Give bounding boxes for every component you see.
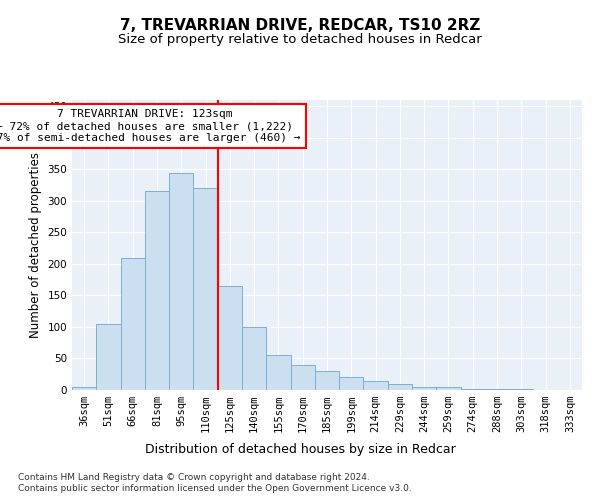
Bar	[96, 324, 121, 390]
Text: 7, TREVARRIAN DRIVE, REDCAR, TS10 2RZ: 7, TREVARRIAN DRIVE, REDCAR, TS10 2RZ	[120, 18, 480, 32]
Bar	[145, 192, 169, 390]
Bar	[266, 356, 290, 390]
Bar	[412, 387, 436, 390]
Text: Contains HM Land Registry data © Crown copyright and database right 2024.: Contains HM Land Registry data © Crown c…	[18, 472, 370, 482]
Bar	[364, 381, 388, 390]
Bar	[121, 258, 145, 390]
Bar	[72, 387, 96, 390]
Bar	[436, 387, 461, 390]
Text: Distribution of detached houses by size in Redcar: Distribution of detached houses by size …	[145, 442, 455, 456]
Bar	[290, 365, 315, 390]
Bar	[193, 188, 218, 390]
Y-axis label: Number of detached properties: Number of detached properties	[29, 152, 42, 338]
Bar	[218, 286, 242, 390]
Text: Contains public sector information licensed under the Open Government Licence v3: Contains public sector information licen…	[18, 484, 412, 493]
Bar	[315, 371, 339, 390]
Bar	[339, 378, 364, 390]
Bar	[388, 384, 412, 390]
Bar	[169, 172, 193, 390]
Bar	[242, 327, 266, 390]
Text: Size of property relative to detached houses in Redcar: Size of property relative to detached ho…	[118, 32, 482, 46]
Text: 7 TREVARRIAN DRIVE: 123sqm
← 72% of detached houses are smaller (1,222)
27% of s: 7 TREVARRIAN DRIVE: 123sqm ← 72% of deta…	[0, 110, 300, 142]
